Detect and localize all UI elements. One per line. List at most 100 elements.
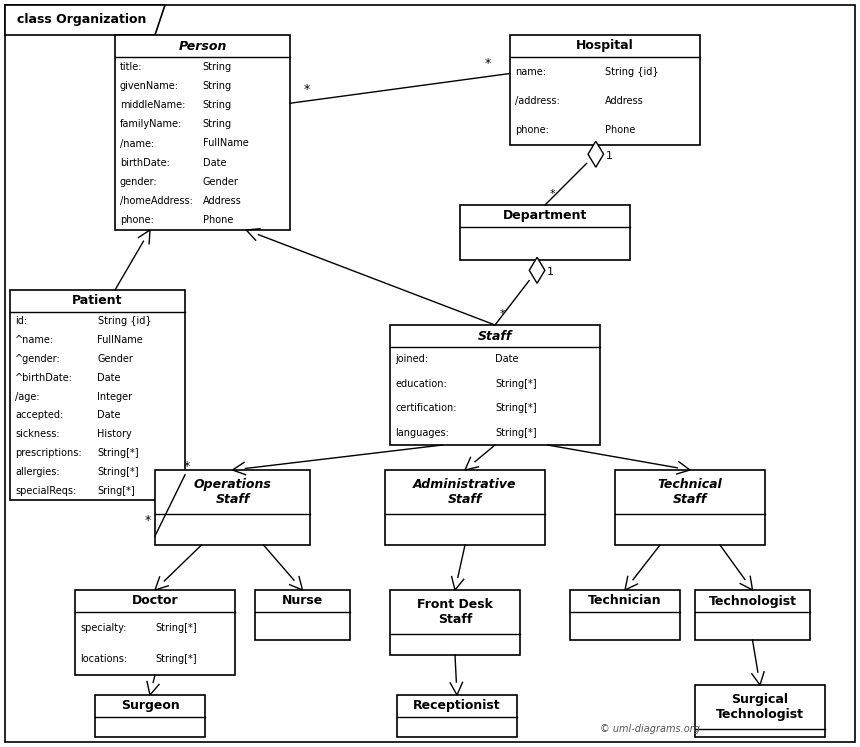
- Text: locations:: locations:: [80, 654, 127, 664]
- Bar: [115, 35, 290, 230]
- Text: 1: 1: [605, 151, 613, 161]
- Text: sickness:: sickness:: [15, 430, 59, 439]
- Text: prescriptions:: prescriptions:: [15, 448, 82, 458]
- Bar: [255, 590, 350, 640]
- Text: /age:: /age:: [15, 391, 40, 402]
- Text: Administrative
Staff: Administrative Staff: [414, 478, 517, 506]
- Text: String: String: [202, 100, 231, 110]
- Bar: [385, 470, 545, 545]
- Text: Date: Date: [97, 373, 121, 382]
- Text: 1: 1: [547, 267, 554, 277]
- Text: Surgeon: Surgeon: [120, 699, 180, 713]
- Text: *: *: [183, 460, 189, 474]
- Text: *: *: [485, 58, 491, 70]
- Bar: [75, 590, 235, 675]
- Bar: [155, 470, 310, 545]
- Text: accepted:: accepted:: [15, 410, 64, 421]
- Text: ^birthDate:: ^birthDate:: [15, 373, 73, 382]
- Text: Date: Date: [495, 354, 519, 365]
- Bar: [570, 590, 680, 640]
- Text: phone:: phone:: [515, 125, 549, 135]
- Text: class Organization: class Organization: [17, 13, 147, 26]
- Text: phone:: phone:: [120, 215, 154, 226]
- Text: specialty:: specialty:: [80, 623, 126, 633]
- Bar: [10, 290, 185, 500]
- Text: joined:: joined:: [395, 354, 428, 365]
- Text: String[*]: String[*]: [495, 403, 537, 413]
- Text: Date: Date: [97, 410, 121, 421]
- Text: gender:: gender:: [120, 177, 157, 187]
- Bar: [397, 695, 517, 737]
- Text: Doctor: Doctor: [132, 595, 178, 607]
- Text: /name:: /name:: [120, 138, 154, 149]
- Bar: [695, 685, 825, 737]
- Text: Phone: Phone: [605, 125, 636, 135]
- Polygon shape: [5, 5, 165, 35]
- Text: ^gender:: ^gender:: [15, 354, 61, 364]
- Text: Person: Person: [178, 40, 227, 52]
- Text: String: String: [202, 81, 231, 91]
- Text: String[*]: String[*]: [97, 467, 139, 477]
- Text: certification:: certification:: [395, 403, 457, 413]
- Text: *: *: [550, 189, 556, 199]
- Text: Receptionist: Receptionist: [413, 699, 501, 713]
- Text: specialReqs:: specialReqs:: [15, 486, 77, 495]
- Text: Staff: Staff: [478, 329, 513, 343]
- Text: Operations
Staff: Operations Staff: [194, 478, 272, 506]
- Polygon shape: [588, 141, 604, 167]
- Text: Nurse: Nurse: [282, 595, 323, 607]
- Text: Gender: Gender: [202, 177, 238, 187]
- Bar: [615, 470, 765, 545]
- Text: education:: education:: [395, 379, 446, 388]
- Text: © uml-diagrams.org: © uml-diagrams.org: [600, 724, 700, 734]
- Bar: [390, 590, 520, 655]
- Polygon shape: [529, 257, 545, 283]
- Bar: [460, 205, 630, 260]
- Text: ^name:: ^name:: [15, 335, 54, 345]
- Text: Sring[*]: Sring[*]: [97, 486, 135, 495]
- Text: String[*]: String[*]: [155, 654, 197, 664]
- Text: String[*]: String[*]: [155, 623, 197, 633]
- Text: String: String: [202, 61, 231, 72]
- Text: Gender: Gender: [97, 354, 133, 364]
- Bar: [390, 325, 600, 445]
- Text: History: History: [97, 430, 132, 439]
- Text: FullName: FullName: [97, 335, 144, 345]
- Text: Technical
Staff: Technical Staff: [658, 478, 722, 506]
- Text: languages:: languages:: [395, 428, 449, 438]
- Text: String[*]: String[*]: [495, 428, 537, 438]
- Text: givenName:: givenName:: [120, 81, 179, 91]
- Text: Integer: Integer: [97, 391, 132, 402]
- Text: String[*]: String[*]: [97, 448, 139, 458]
- Text: String {id}: String {id}: [97, 317, 151, 326]
- Text: Address: Address: [202, 196, 242, 206]
- Text: Patient: Patient: [72, 294, 123, 308]
- Text: Technician: Technician: [588, 595, 662, 607]
- Text: /homeAddress:: /homeAddress:: [120, 196, 193, 206]
- Text: String: String: [202, 120, 231, 129]
- Text: FullName: FullName: [202, 138, 249, 149]
- Text: String {id}: String {id}: [605, 66, 659, 77]
- Text: middleName:: middleName:: [120, 100, 186, 110]
- Text: Phone: Phone: [202, 215, 233, 226]
- Text: Address: Address: [605, 96, 644, 106]
- Text: title:: title:: [120, 61, 143, 72]
- Text: /address:: /address:: [515, 96, 560, 106]
- Text: name:: name:: [515, 66, 546, 77]
- Bar: [695, 590, 810, 640]
- Bar: [95, 695, 205, 737]
- Text: id:: id:: [15, 317, 28, 326]
- Text: familyName:: familyName:: [120, 120, 182, 129]
- Text: Department: Department: [503, 209, 587, 223]
- Text: birthDate:: birthDate:: [120, 158, 170, 168]
- Text: *: *: [144, 515, 151, 527]
- Text: *: *: [304, 84, 310, 96]
- Text: allergies:: allergies:: [15, 467, 59, 477]
- Text: Surgical
Technologist: Surgical Technologist: [716, 693, 804, 721]
- Text: Hospital: Hospital: [576, 40, 634, 52]
- Text: Front Desk
Staff: Front Desk Staff: [417, 598, 493, 626]
- Text: Technologist: Technologist: [709, 595, 796, 607]
- Text: *: *: [500, 309, 506, 319]
- Text: String[*]: String[*]: [495, 379, 537, 388]
- Text: Date: Date: [202, 158, 226, 168]
